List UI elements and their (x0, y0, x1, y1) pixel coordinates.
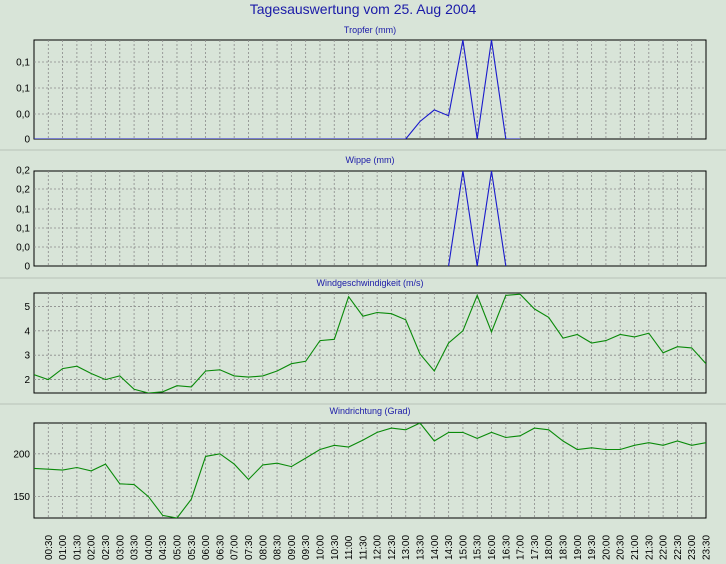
panel-4-title: Windrichtung (Grad) (329, 406, 410, 416)
x-tick-label: 03:30 (130, 535, 141, 560)
x-tick-label: 16:00 (487, 535, 498, 560)
x-tick-label: 23:00 (687, 535, 698, 560)
x-tick-label: 07:30 (244, 535, 255, 560)
x-tick-label: 08:30 (273, 535, 284, 560)
x-tick-label: 10:30 (330, 535, 341, 560)
x-tick-label: 05:00 (172, 535, 183, 560)
panel-1-y-tick-label: 0,1 (16, 84, 30, 95)
x-tick-label: 01:00 (58, 535, 69, 560)
x-tick-label: 02:30 (101, 535, 112, 560)
x-tick-label: 19:30 (587, 535, 598, 560)
x-tick-label: 04:00 (144, 535, 155, 560)
x-tick-label: 14:00 (430, 535, 441, 560)
x-tick-label: 07:00 (230, 535, 241, 560)
panel-1-data-line (34, 40, 521, 139)
x-tick-label: 09:00 (287, 535, 298, 560)
x-tick-label: 21:30 (644, 535, 655, 560)
panel-3-data-line (34, 293, 706, 393)
panel-2-y-tick-label: 0 (24, 262, 30, 273)
x-tick-label: 08:00 (258, 535, 269, 560)
panel-2-plot-area (33, 170, 707, 267)
panel-4-plot-area (33, 422, 707, 519)
x-tick-label: 23:30 (702, 535, 713, 560)
x-tick-label: 12:00 (373, 535, 384, 560)
panel-2-y-tick-label: 0,0 (16, 243, 30, 254)
x-tick-label: 17:00 (516, 535, 527, 560)
panel-2-y-tick-label: 0,2 (16, 166, 30, 177)
x-tick-label: 17:30 (530, 535, 541, 560)
x-tick-label: 03:00 (115, 535, 126, 560)
x-tick-label: 18:30 (559, 535, 570, 560)
panel-3-y-tick-label: 5 (24, 302, 30, 313)
x-tick-label: 13:00 (401, 535, 412, 560)
panel-1-y-tick-label: 0 (24, 135, 30, 146)
x-tick-label: 22:30 (673, 535, 684, 560)
panel-4-y-tick-label: 200 (13, 449, 30, 460)
x-tick-label: 11:30 (358, 535, 369, 560)
x-tick-label: 18:00 (544, 535, 555, 560)
x-tick-label: 02:00 (87, 535, 98, 560)
x-tick-label: 06:30 (215, 535, 226, 560)
x-tick-label: 01:30 (72, 535, 83, 560)
x-tick-label: 04:30 (158, 535, 169, 560)
panel-2-y-tick-label: 0,1 (16, 205, 30, 216)
x-tick-label: 06:00 (201, 535, 212, 560)
x-tick-label: 16:30 (501, 535, 512, 560)
panel-2-y-tick-label: 0,1 (16, 224, 30, 235)
panel-4-data-line (34, 423, 706, 518)
panel-3-y-tick-label: 3 (24, 351, 30, 362)
x-tick-label: 21:00 (630, 535, 641, 560)
x-tick-label: 19:00 (573, 535, 584, 560)
panel-2-title: Wippe (mm) (346, 155, 395, 165)
panel-3-y-tick-label: 2 (24, 375, 30, 386)
x-tick-label: 14:30 (444, 535, 455, 560)
panel-1-y-tick-label: 0,1 (16, 58, 30, 69)
x-tick-label: 20:00 (601, 535, 612, 560)
panel-1-title: Tropfer (mm) (344, 25, 396, 35)
panel-1-y-tick-label: 0,0 (16, 110, 30, 121)
panel-3-y-tick-label: 4 (24, 326, 30, 337)
panel-4-y-tick-label: 150 (13, 492, 30, 503)
panel-2-y-tick-label: 0,2 (16, 185, 30, 196)
x-tick-label: 11:00 (344, 535, 355, 560)
x-tick-label: 20:30 (616, 535, 627, 560)
panel-2-data-line (448, 171, 507, 266)
x-tick-label: 12:30 (387, 535, 398, 560)
x-tick-label: 00:30 (44, 535, 55, 560)
x-tick-label: 09:30 (301, 535, 312, 560)
x-tick-label: 15:30 (473, 535, 484, 560)
panel-3-title: Windgeschwindigkeit (m/s) (316, 278, 423, 288)
x-tick-label: 05:30 (187, 535, 198, 560)
x-tick-label: 13:30 (416, 535, 427, 560)
report-title: Tagesauswertung vom 25. Aug 2004 (249, 1, 477, 17)
x-tick-label: 22:00 (659, 535, 670, 560)
panel-3-plot-area (33, 292, 707, 394)
x-tick-label: 10:00 (315, 535, 326, 560)
x-tick-label: 15:00 (458, 535, 469, 560)
panel-1-plot-area (33, 39, 707, 140)
